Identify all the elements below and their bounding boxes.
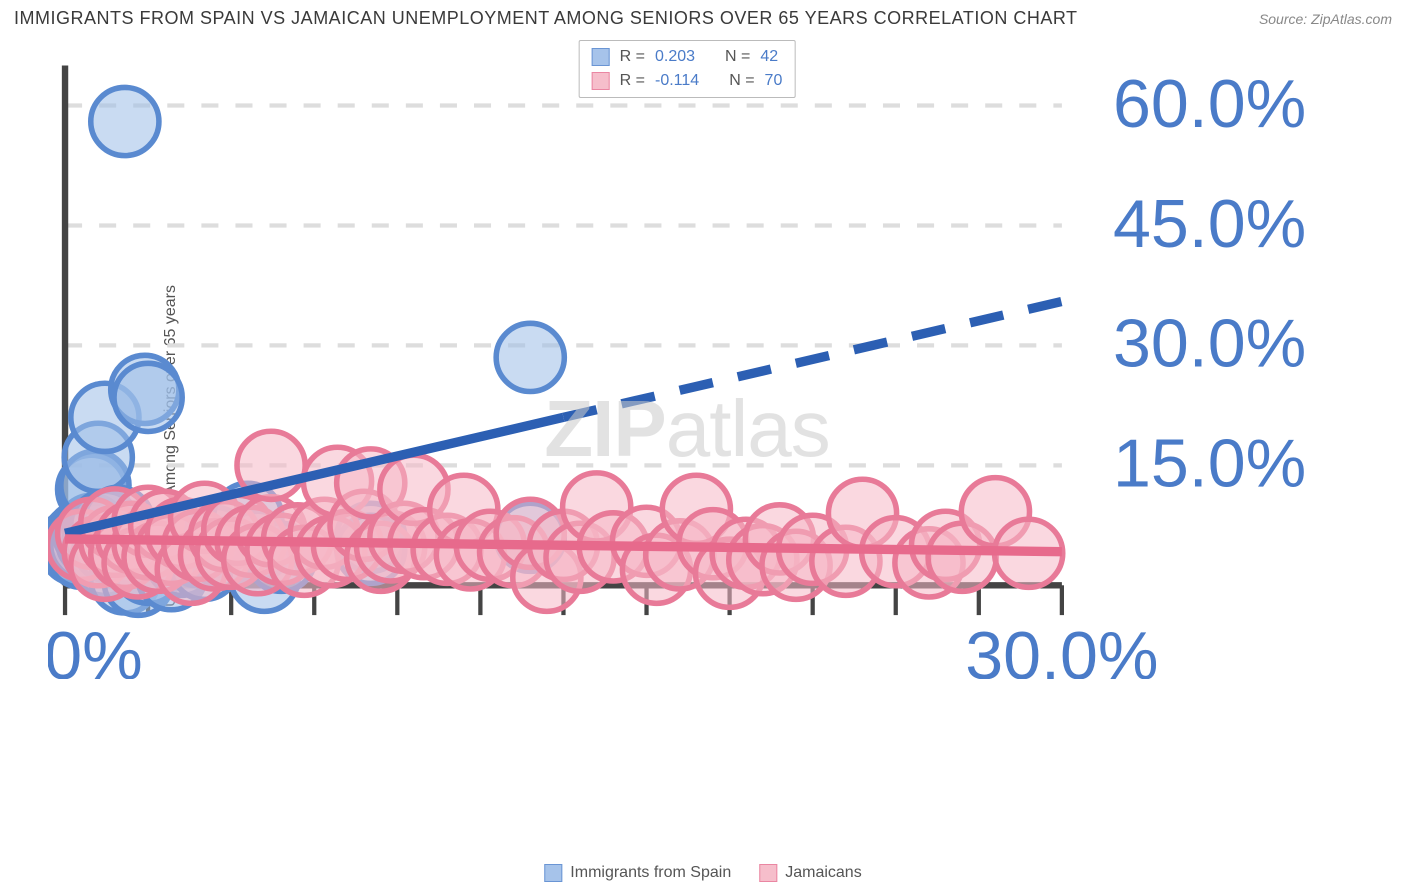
n-label: N = [729, 69, 754, 93]
chart-area: 15.0%30.0%45.0%60.0%0.0%30.0% ZIPatlas R… [48, 40, 1326, 850]
chart-title: IMMIGRANTS FROM SPAIN VS JAMAICAN UNEMPL… [14, 8, 1078, 29]
legend-row-series2: R = -0.114 N = 70 [592, 69, 783, 93]
r-value-2: -0.114 [655, 69, 699, 93]
svg-text:60.0%: 60.0% [1113, 66, 1306, 142]
source-label: Source: ZipAtlas.com [1259, 11, 1392, 27]
legend-label-2: Jamaicans [785, 864, 861, 882]
legend-swatch-2 [592, 72, 610, 90]
r-label: R = [620, 45, 645, 69]
n-value-1: 42 [760, 45, 778, 69]
legend-swatch-bottom-2 [759, 864, 777, 882]
legend-label-1: Immigrants from Spain [570, 864, 731, 882]
n-label: N = [725, 45, 750, 69]
legend-swatch-bottom-1 [544, 864, 562, 882]
legend-correlation: R = 0.203 N = 42 R = -0.114 N = 70 [579, 40, 796, 98]
n-value-2: 70 [765, 69, 783, 93]
svg-text:45.0%: 45.0% [1113, 186, 1306, 262]
svg-text:30.0%: 30.0% [965, 618, 1158, 679]
svg-text:15.0%: 15.0% [1113, 426, 1306, 502]
legend-series: Immigrants from Spain Jamaicans [544, 864, 861, 882]
legend-swatch-1 [592, 48, 610, 66]
scatter-plot: 15.0% 30.0% 45.0% 60.0% 0.0% 30.0% [48, 40, 1326, 679]
svg-text:0.0%: 0.0% [48, 618, 143, 679]
legend-item-1: Immigrants from Spain [544, 864, 731, 882]
legend-item-2: Jamaicans [759, 864, 861, 882]
r-label: R = [620, 69, 645, 93]
legend-row-series1: R = 0.203 N = 42 [592, 45, 783, 69]
r-value-1: 0.203 [655, 45, 695, 69]
svg-text:30.0%: 30.0% [1113, 306, 1306, 382]
